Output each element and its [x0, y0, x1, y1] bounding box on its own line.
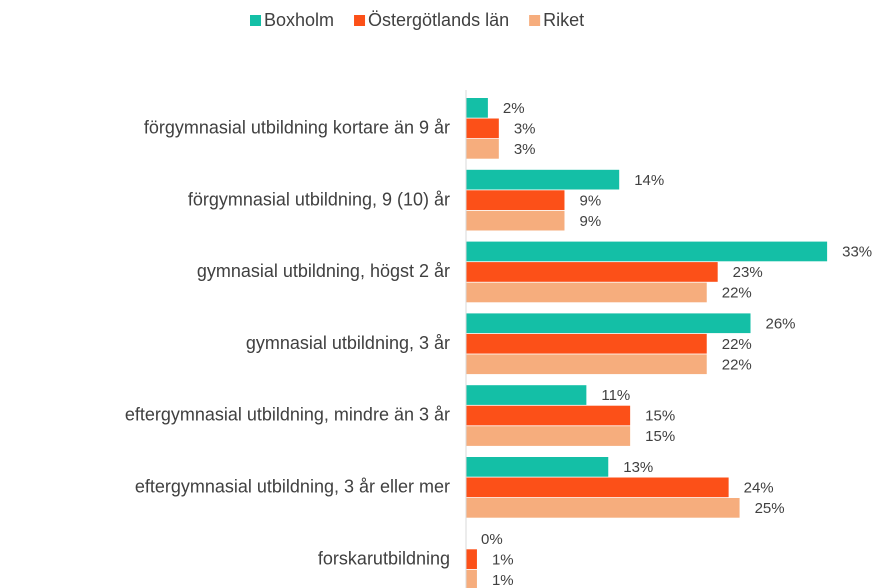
bar — [466, 457, 609, 477]
value-label: 9% — [579, 213, 601, 230]
value-label: 15% — [645, 428, 675, 445]
y-tick-label: forskarutbildning — [318, 548, 450, 568]
value-label: 24% — [744, 479, 774, 496]
bar — [466, 498, 740, 518]
bar — [466, 190, 565, 210]
bar — [466, 354, 707, 375]
value-label: 1% — [492, 551, 514, 568]
value-label: 3% — [514, 141, 536, 158]
bar — [466, 569, 477, 588]
value-label: 22% — [722, 336, 752, 353]
bar — [466, 262, 718, 282]
legend-swatch — [250, 15, 261, 26]
value-label: 2% — [503, 100, 525, 117]
y-tick-label: eftergymnasial utbildning, mindre än 3 å… — [125, 405, 450, 425]
value-label: 33% — [842, 244, 872, 261]
value-label: 23% — [733, 264, 763, 281]
legend-label: Boxholm — [264, 10, 334, 30]
bar — [466, 241, 828, 262]
value-label: 1% — [492, 572, 514, 588]
y-tick-label: gymnasial utbildning, högst 2 år — [197, 261, 450, 281]
value-label: 22% — [722, 356, 752, 373]
bar — [466, 477, 729, 498]
value-label: 11% — [601, 387, 630, 404]
bar — [466, 282, 707, 303]
legend-swatch — [529, 15, 541, 26]
value-label: 13% — [623, 459, 653, 476]
legend: Boxholm Östergötlands län Riket — [250, 10, 584, 30]
y-tick-label: eftergymnasial utbildning, 3 år eller me… — [135, 477, 450, 497]
value-label: 22% — [722, 285, 752, 302]
bar — [466, 333, 707, 354]
y-tick-label: förgymnasial utbildning kortare än 9 år — [144, 118, 450, 138]
bar — [466, 139, 499, 159]
value-label: 26% — [766, 315, 796, 332]
bar — [466, 405, 631, 426]
y-tick-label: förgymnasial utbildning, 9 (10) år — [188, 189, 450, 209]
legend-label: Östergötlands län — [368, 10, 509, 30]
legend-label: Riket — [543, 10, 584, 30]
value-label: 0% — [481, 531, 503, 548]
bar — [466, 313, 751, 334]
value-label: 25% — [755, 500, 785, 517]
bar — [466, 210, 565, 231]
value-label: 15% — [645, 408, 675, 425]
bar — [466, 426, 631, 446]
bar — [466, 549, 477, 569]
bar — [466, 385, 587, 405]
value-label: 3% — [514, 120, 536, 137]
y-tick-label: gymnasial utbildning, 3 år — [246, 333, 450, 353]
value-label: 14% — [634, 172, 664, 189]
value-label: 9% — [579, 192, 601, 209]
plot-area: förgymnasial utbildning kortare än 9 år 2… — [125, 98, 872, 588]
legend-swatch — [354, 15, 366, 26]
bar — [466, 118, 499, 139]
bar — [466, 98, 488, 118]
bar — [466, 169, 620, 190]
